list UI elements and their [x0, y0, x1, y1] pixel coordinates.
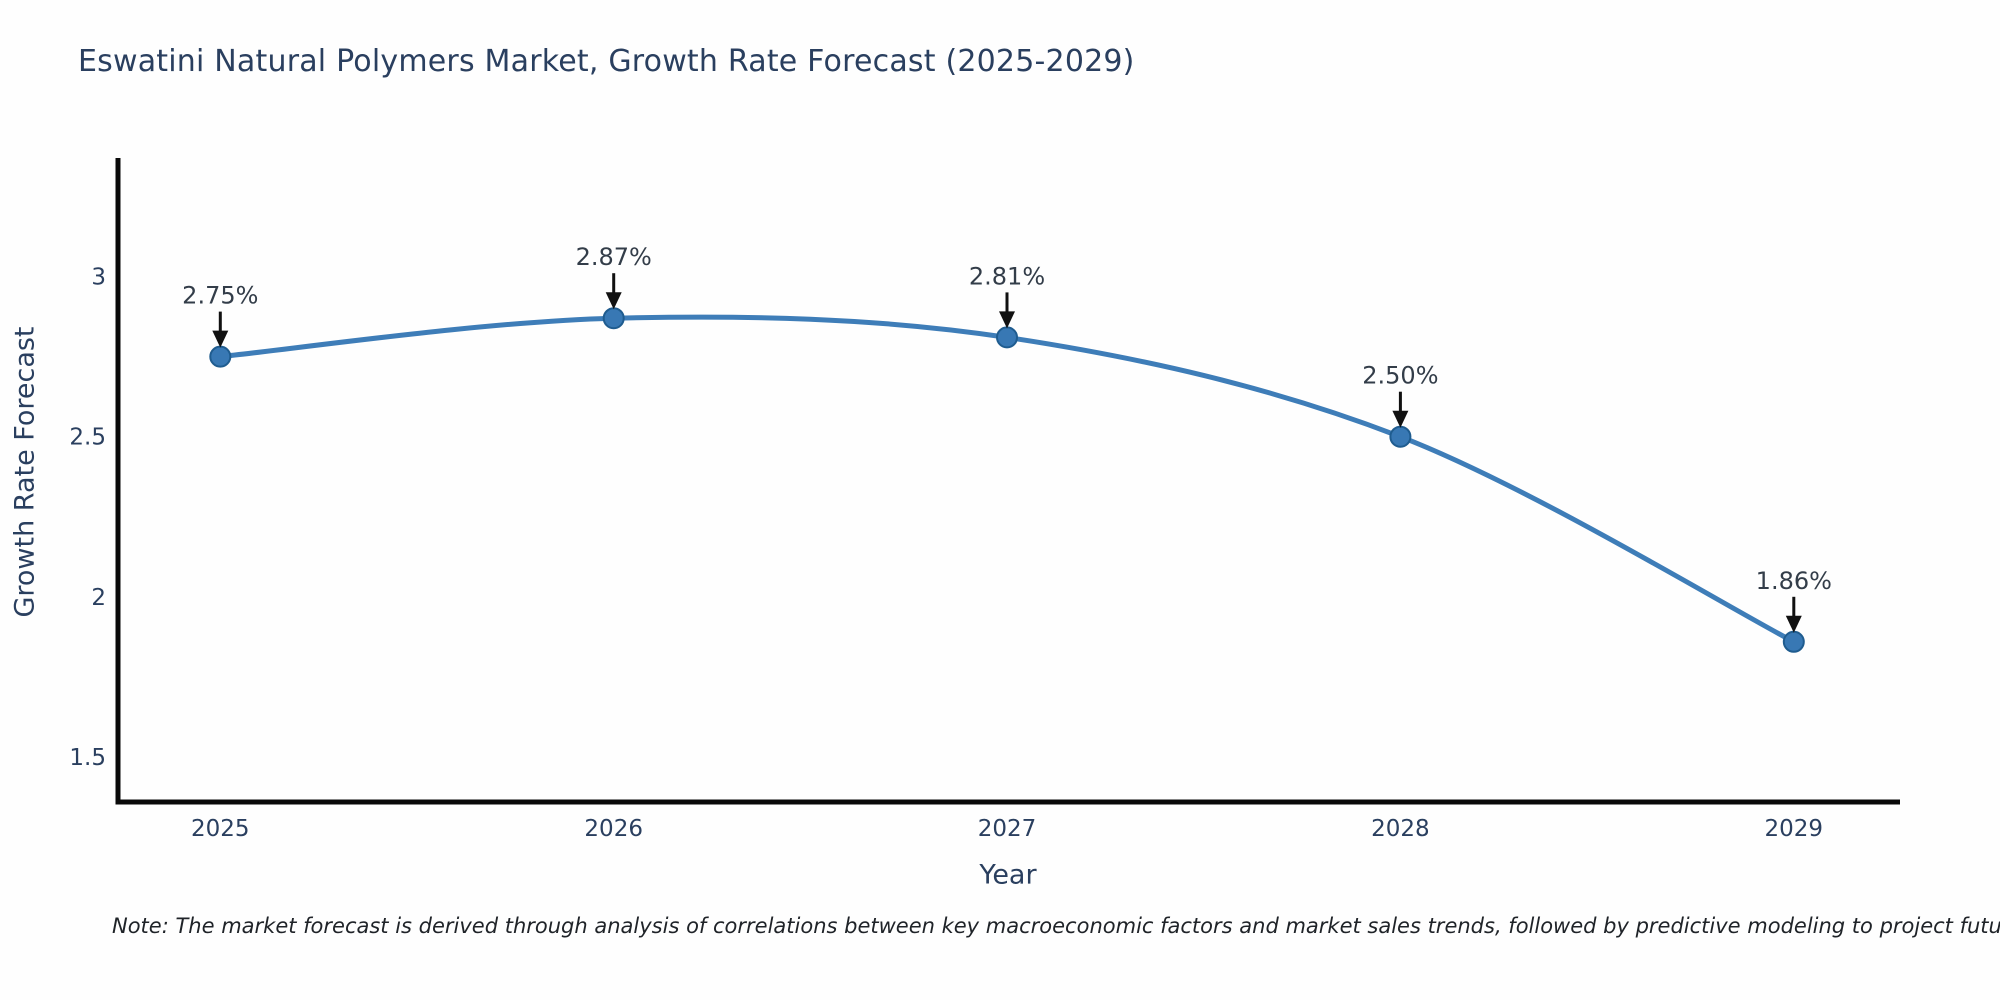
series-line	[217, 314, 1797, 645]
y-axis-title: Growth Rate Forecast	[9, 326, 41, 618]
annotation-arrowhead	[999, 311, 1015, 329]
annotation-label: 2.50%	[1362, 362, 1438, 390]
x-tick-label: 2029	[1765, 816, 1824, 842]
data-point-marker	[1782, 630, 1805, 653]
annotation-arrowhead	[1392, 410, 1409, 428]
annotation-label: 2.81%	[969, 262, 1045, 290]
x-tick-label: 2025	[191, 816, 250, 842]
annotation-label: 2.75%	[182, 282, 258, 310]
data-point-marker	[996, 326, 1018, 349]
x-tick-label: 2026	[584, 816, 643, 842]
x-tick-label: 2027	[978, 816, 1037, 842]
x-axis-title: Year	[979, 859, 1037, 891]
y-tick-label: 3	[91, 265, 106, 291]
y-tick-label: 2.5	[69, 425, 106, 451]
annotation-arrowhead	[1785, 615, 1802, 633]
x-tick-label: 2028	[1371, 816, 1430, 842]
data-point-marker	[1389, 425, 1412, 448]
y-tick-label: 1.5	[69, 745, 106, 771]
annotation-label: 1.86%	[1756, 567, 1832, 595]
annotation-arrowhead	[212, 330, 229, 348]
annotation-arrowhead	[605, 292, 622, 310]
footnote: Note: The market forecast is derived thr…	[112, 914, 2000, 938]
annotation-label: 2.87%	[576, 243, 652, 271]
chart-title: Eswatini Natural Polymers Market, Growth…	[78, 44, 1135, 79]
data-point-marker	[602, 307, 625, 330]
data-point-marker	[209, 345, 232, 368]
y-tick-label: 2	[91, 585, 106, 611]
